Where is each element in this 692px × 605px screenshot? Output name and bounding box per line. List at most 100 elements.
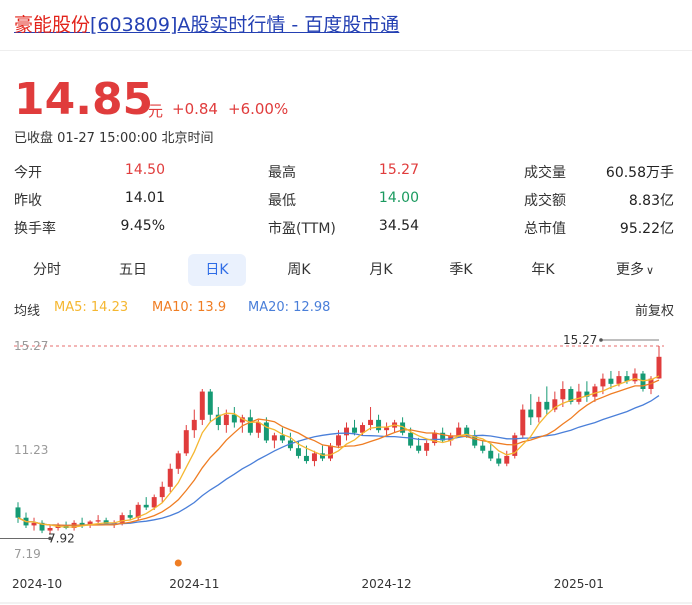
candle bbox=[263, 422, 269, 441]
tab-yearly-k[interactable]: 年K bbox=[531, 262, 555, 278]
candle bbox=[223, 414, 229, 426]
chart-period-tabs: 分时 五日 日K 周K 月K 季K 年K 更多 ∨ bbox=[14, 254, 678, 288]
candle bbox=[143, 504, 149, 508]
candle bbox=[592, 386, 598, 397]
stat-value-turnover-rate: 9.45% bbox=[120, 218, 165, 234]
tab-monthly-k[interactable]: 月K bbox=[369, 262, 393, 278]
candle bbox=[624, 376, 630, 382]
candle bbox=[632, 373, 638, 382]
ma5-legend: MA5: 14.23 bbox=[54, 300, 129, 315]
candle bbox=[440, 432, 446, 441]
stat-value-market-cap: 95.22亿 bbox=[619, 221, 674, 237]
candle bbox=[183, 430, 189, 454]
stat-value-low: 14.00 bbox=[378, 190, 419, 206]
x-tick-2024-10: 2024-10 bbox=[12, 577, 62, 591]
x-tick-2025-01: 2025-01 bbox=[554, 577, 604, 591]
candlestick-chart[interactable]: 15.27 11.23 7.19 15.27 7.92 2024-10 2024… bbox=[0, 322, 692, 605]
candles-group bbox=[15, 346, 662, 535]
ma10-legend: MA10: 13.9 bbox=[152, 300, 227, 315]
tab-quarterly-k[interactable]: 季K bbox=[449, 262, 473, 278]
stat-value-high: 15.27 bbox=[378, 162, 419, 178]
tab-daily-k[interactable]: 日K bbox=[188, 254, 246, 286]
title-suffix[interactable]: [603809]A股实时行情 - 百度股市通 bbox=[90, 14, 400, 36]
candle bbox=[376, 419, 382, 431]
candle bbox=[368, 419, 374, 426]
stat-label-turnover-amount: 成交额 bbox=[524, 193, 566, 209]
stock-name[interactable]: 豪能股份 bbox=[14, 14, 91, 36]
candle bbox=[255, 422, 261, 433]
candle bbox=[496, 458, 502, 464]
market-status: 已收盘 01-27 15:00:00 北京时间 bbox=[14, 131, 214, 146]
candle bbox=[616, 376, 622, 384]
candle bbox=[311, 453, 317, 462]
candle bbox=[167, 468, 173, 487]
candle bbox=[119, 515, 125, 523]
candle bbox=[448, 435, 454, 441]
stat-label-turnover-rate: 换手率 bbox=[14, 221, 56, 237]
stat-value-prev-close: 14.01 bbox=[124, 190, 165, 206]
tab-five-day[interactable]: 五日 bbox=[119, 262, 147, 278]
candle bbox=[544, 401, 550, 410]
y-tick-high: 15.27 bbox=[14, 339, 48, 353]
ma20-line bbox=[17, 395, 660, 527]
candle bbox=[408, 432, 414, 446]
candle bbox=[560, 388, 566, 400]
candle bbox=[568, 388, 574, 402]
current-price: 14.85 bbox=[14, 74, 154, 125]
price-change-percent: +6.00% bbox=[228, 100, 289, 118]
tab-more[interactable]: 更多 ∨ bbox=[598, 254, 672, 286]
x-tick-2024-11: 2024-11 bbox=[169, 577, 219, 591]
price-change: +0.84 bbox=[172, 100, 218, 118]
candle bbox=[512, 435, 518, 456]
y-tick-low: 7.19 bbox=[14, 547, 41, 561]
candle bbox=[271, 435, 277, 441]
candle bbox=[656, 356, 662, 379]
ma20-legend: MA20: 12.98 bbox=[248, 300, 331, 315]
ma-label: 均线 bbox=[14, 304, 41, 319]
page-title[interactable]: 豪能股份[603809]A股实时行情 - 百度股市通 bbox=[14, 10, 399, 37]
low-annotation-label: 7.92 bbox=[48, 531, 75, 545]
candle bbox=[215, 414, 221, 426]
candle bbox=[95, 520, 101, 522]
candle bbox=[231, 414, 237, 423]
candle bbox=[520, 409, 526, 436]
candle bbox=[336, 435, 341, 446]
candle bbox=[207, 391, 213, 415]
event-marker bbox=[174, 559, 182, 567]
candle bbox=[472, 435, 478, 446]
stat-value-turnover-amount: 8.83亿 bbox=[628, 193, 674, 209]
candle bbox=[464, 427, 470, 436]
candle bbox=[151, 497, 157, 508]
candle bbox=[239, 417, 245, 423]
stat-value-open: 14.50 bbox=[124, 162, 165, 178]
candle bbox=[488, 450, 494, 459]
candle bbox=[159, 486, 165, 498]
stat-label-open: 今开 bbox=[14, 165, 42, 181]
candle bbox=[103, 520, 109, 525]
candle bbox=[504, 455, 510, 464]
candle bbox=[191, 419, 197, 431]
candle bbox=[135, 504, 141, 518]
candle bbox=[352, 427, 358, 433]
candle bbox=[127, 515, 133, 518]
candle bbox=[552, 399, 558, 410]
candle bbox=[15, 507, 21, 518]
tab-intraday[interactable]: 分时 bbox=[33, 262, 61, 278]
tab-more-label: 更多 bbox=[615, 262, 644, 278]
candle bbox=[360, 425, 366, 433]
candle bbox=[456, 427, 462, 436]
candle bbox=[79, 522, 85, 526]
adjustment-toggle[interactable]: 前复权 bbox=[634, 304, 674, 319]
candle bbox=[247, 417, 253, 433]
tab-weekly-k[interactable]: 周K bbox=[287, 262, 311, 278]
low-annotation: 7.92 bbox=[0, 531, 75, 545]
chevron-down-icon: ∨ bbox=[645, 264, 655, 277]
ma10-line bbox=[17, 379, 660, 527]
candle bbox=[608, 378, 614, 384]
high-annotation: 15.27 bbox=[563, 333, 659, 347]
candle bbox=[576, 391, 582, 402]
divider bbox=[0, 50, 692, 51]
price-unit: 元 bbox=[148, 102, 164, 120]
candle bbox=[416, 445, 422, 451]
stat-value-volume: 60.58万手 bbox=[605, 165, 674, 181]
